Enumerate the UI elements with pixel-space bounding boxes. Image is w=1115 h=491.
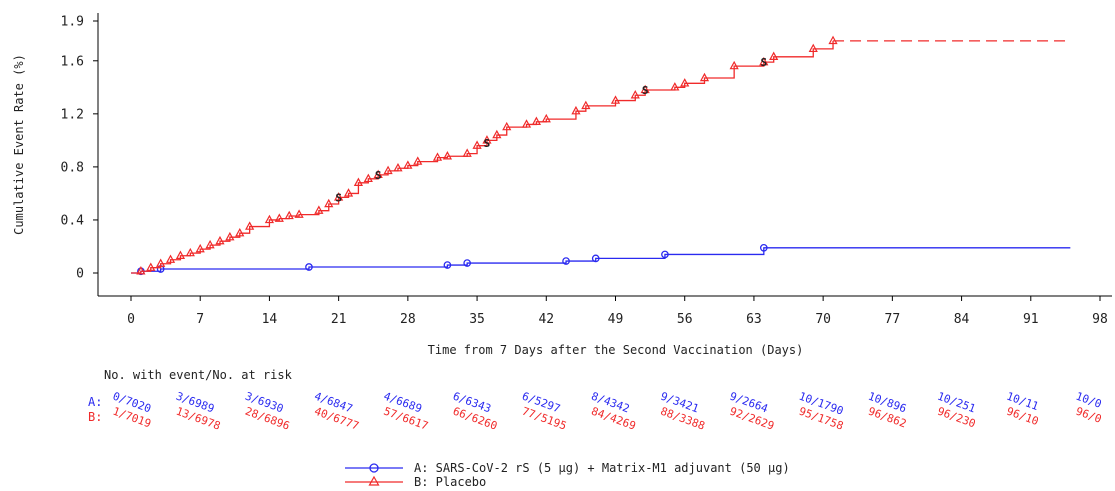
series-1-marker (442, 151, 453, 160)
series-1-marker (185, 247, 195, 257)
x-axis-label: Time from 7 Days after the Second Vaccin… (428, 343, 804, 357)
series-1-marker (413, 156, 423, 165)
series-1-marker (630, 90, 640, 99)
series-layer: S S S S S (131, 35, 1071, 276)
y-tick-label: 0 (76, 267, 84, 282)
legend-label-1: B: Placebo (414, 475, 486, 489)
series-1-marker (264, 214, 275, 224)
series-0-marker (562, 257, 570, 265)
series-1-marker (670, 82, 680, 91)
y-axis-label: Cumulative Event Rate (%) (12, 54, 26, 235)
series-1-marker (195, 243, 205, 253)
series-line-0 (131, 247, 1071, 274)
x-tick-label: 91 (1023, 312, 1039, 327)
axes: 0 0.4 0.8 1.2 1.6 1.9 0 7 14 21 28 35 42 49 56 63 70 77 84… (12, 13, 1112, 357)
series-1-marker (363, 173, 373, 183)
legend-marker-1 (368, 475, 380, 486)
series-1-marker (274, 213, 284, 222)
censor-mark: S (375, 169, 382, 182)
series-1-marker (294, 209, 304, 218)
legend-label-0: A: SARS-CoV-2 rS (5 µg) + Matrix-M1 adju… (414, 461, 790, 475)
legend-marker-0 (369, 463, 379, 473)
x-tick-label: 98 (1092, 312, 1108, 327)
series-1-marker (828, 35, 838, 45)
series-1-marker (136, 266, 146, 275)
series-line-1 (131, 40, 834, 274)
x-tick-label: 56 (677, 312, 693, 327)
series-0-marker (463, 259, 472, 267)
series-1-marker (156, 258, 166, 267)
legend: A: SARS-CoV-2 rS (5 µg) + Matrix-M1 adju… (345, 461, 790, 489)
censor-mark: S (484, 137, 491, 150)
series-0-marker (591, 254, 600, 263)
y-tick-label: 0.4 (61, 213, 85, 228)
series-0-marker (443, 261, 452, 269)
series-1-marker (393, 162, 403, 172)
risk-row-a-label: A: (88, 395, 102, 409)
y-tick-label: 1.2 (61, 107, 84, 122)
series-1-marker (383, 165, 393, 175)
y-tick-label: 0.8 (61, 160, 84, 175)
series-1-marker (462, 148, 472, 157)
y-tick-label: 1.6 (61, 54, 84, 69)
series-1-marker (403, 160, 413, 169)
series-1-marker (531, 116, 542, 125)
series-1-marker (165, 254, 176, 263)
censor-mark: S (642, 84, 649, 97)
series-0-marker (305, 263, 313, 271)
series-1-marker (373, 169, 383, 179)
series-1-marker (205, 239, 215, 249)
series-1-marker (235, 227, 245, 237)
x-tick-label: 28 (400, 312, 416, 327)
x-tick-label: 0 (127, 312, 135, 327)
x-tick-label: 63 (746, 312, 762, 327)
y-tick-label: 1.9 (61, 15, 84, 30)
x-tick-label: 77 (885, 312, 901, 327)
series-1-marker (353, 177, 364, 187)
series-1-marker (245, 221, 255, 230)
series-1-marker (175, 250, 186, 259)
x-tick-label: 70 (815, 312, 831, 327)
x-tick-label: 7 (196, 312, 204, 327)
series-1-marker (521, 119, 532, 128)
series-1-marker (215, 235, 225, 245)
series-1-marker (502, 121, 512, 131)
series-1-marker (225, 231, 235, 241)
x-tick-label: 42 (538, 312, 554, 327)
series-1-marker (482, 135, 492, 144)
series-1-marker (581, 100, 591, 110)
series-1-marker (492, 129, 502, 139)
series-0-marker (661, 250, 669, 259)
series-1-marker (284, 210, 294, 220)
series-1-marker (759, 56, 769, 66)
series-1-marker (680, 78, 690, 87)
x-tick-label: 84 (954, 312, 970, 327)
series-1-marker (699, 72, 710, 82)
series-1-marker (729, 60, 739, 70)
x-tick-label: 21 (331, 312, 347, 327)
series-1-marker (432, 152, 443, 161)
risk-table-title: No. with event/No. at risk (104, 368, 293, 382)
series-1-marker (324, 198, 334, 208)
censor-mark: S (335, 191, 342, 204)
risk-row-b-label: B: (88, 410, 102, 424)
series-1-marker (541, 113, 551, 123)
series-1-marker (640, 84, 650, 94)
series-1-marker (610, 95, 621, 104)
series-1-marker (314, 205, 324, 214)
series-0-marker (759, 243, 768, 252)
x-tick-label: 35 (469, 312, 485, 327)
series-1-marker (472, 140, 482, 149)
series-1-marker (571, 105, 581, 115)
series-1-marker (343, 188, 354, 197)
censor-mark: S (761, 56, 768, 69)
series-1-marker (146, 262, 156, 271)
series-1-marker (769, 51, 779, 61)
series-1-marker (808, 43, 818, 53)
series-1-marker (334, 192, 344, 201)
x-tick-label: 49 (608, 312, 624, 327)
x-tick-label: 14 (262, 312, 278, 327)
